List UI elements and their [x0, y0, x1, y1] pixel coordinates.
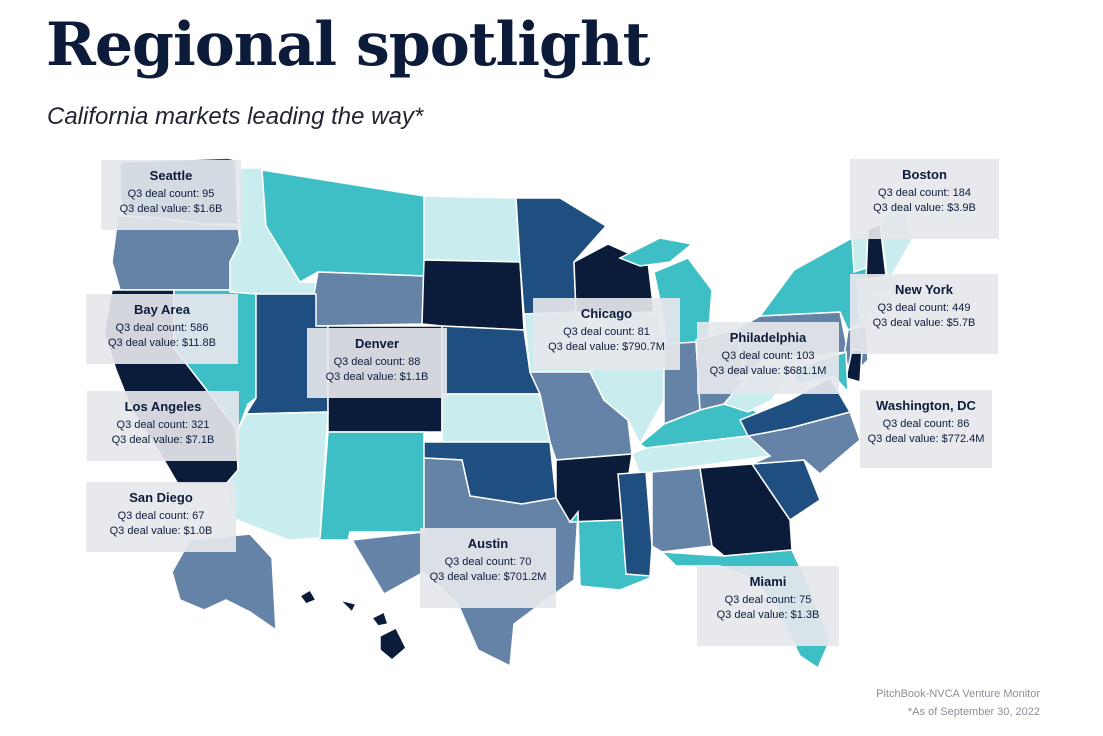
callout-deal-value: Q3 deal value: $1.3B	[716, 609, 820, 621]
state-az	[225, 411, 329, 541]
callout-city: Los Angeles	[124, 399, 202, 414]
callout-city: San Diego	[129, 490, 193, 505]
state-ks	[441, 393, 551, 443]
callout-deal-count: Q3 deal count: 95	[127, 188, 215, 200]
state-al	[651, 467, 713, 553]
callout-city: New York	[894, 282, 954, 297]
footnote: *As of September 30, 2022	[907, 706, 1040, 718]
callout-deal-count: Q3 deal count: 88	[333, 356, 421, 368]
callout-deal-value: Q3 deal value: $1.6B	[119, 203, 223, 215]
callout-los-angeles: Los Angeles Q3 deal count: 321 Q3 deal val…	[87, 391, 239, 461]
callout-city: Miami	[749, 574, 787, 589]
callout-deal-count: Q3 deal count: 321	[116, 419, 210, 431]
callout-denver: Denver Q3 deal count: 88 Q3 deal value: $1…	[307, 328, 447, 398]
state-sd	[421, 259, 525, 331]
callout-philadelphia: Philadelphia Q3 deal count: 103 Q3 deal va…	[697, 322, 839, 394]
state-ak	[171, 533, 277, 632]
callout-deal-value: Q3 deal value: $701.2M	[429, 571, 547, 583]
source-credit: PitchBook-NVCA Venture Monitor	[876, 688, 1040, 700]
callout-miami: Miami Q3 deal count: 75 Q3 deal value: $1.…	[697, 566, 839, 646]
callout-deal-count: Q3 deal count: 586	[115, 322, 209, 334]
callout-city: Seattle	[149, 168, 193, 183]
state-ne	[441, 325, 542, 395]
callout-city: Philadelphia	[729, 330, 807, 345]
callout-austin: Austin Q3 deal count: 70 Q3 deal value: $7…	[420, 528, 556, 608]
state-nm	[311, 431, 425, 541]
callout-deal-value: Q3 deal value: $1.1B	[325, 371, 429, 383]
callout-deal-count: Q3 deal count: 103	[721, 350, 815, 362]
callout-deal-count: Q3 deal count: 184	[878, 187, 971, 199]
callout-city: Chicago	[580, 306, 633, 321]
callout-deal-value: Q3 deal value: $7.1B	[111, 434, 215, 446]
callout-new-york: New York Q3 deal count: 449 Q3 deal value:…	[850, 274, 998, 354]
callout-bay-area: Bay Area Q3 deal count: 586 Q3 deal value:…	[86, 294, 238, 364]
callout-deal-value: Q3 deal value: $681.1M	[709, 365, 827, 377]
callout-deal-value: Q3 deal value: $11.8B	[107, 337, 217, 349]
callout-washington-dc: Washington, DC Q3 deal count: 86 Q3 deal v…	[860, 390, 992, 468]
callout-deal-value: Q3 deal value: $5.7B	[872, 317, 976, 329]
callout-deal-value: Q3 deal value: $772.4M	[867, 433, 985, 445]
state-hi	[298, 588, 407, 661]
callout-deal-value: Q3 deal value: $3.9B	[873, 202, 976, 214]
callout-city: Austin	[467, 536, 509, 551]
page-title: Regional spotlight	[46, 10, 650, 80]
callout-deal-count: Q3 deal count: 81	[563, 326, 650, 338]
callout-deal-count: Q3 deal count: 67	[117, 510, 205, 522]
callout-boston: Boston Q3 deal count: 184 Q3 deal value: $…	[850, 159, 999, 239]
callout-deal-count: Q3 deal count: 75	[724, 594, 812, 606]
callout-seattle: Seattle Q3 deal count: 95 Q3 deal value: $…	[101, 160, 241, 230]
state-vt	[851, 233, 869, 274]
callout-deal-count: Q3 deal count: 70	[444, 556, 532, 568]
callout-deal-value: Q3 deal value: $1.0B	[109, 525, 213, 537]
callout-city: Denver	[354, 336, 400, 351]
callout-chicago: Chicago Q3 deal count: 81 Q3 deal value: $…	[533, 298, 680, 370]
state-ms	[617, 471, 653, 577]
callout-deal-count: Q3 deal count: 86	[882, 418, 970, 430]
state-nd	[423, 195, 521, 263]
callout-san-diego: San Diego Q3 deal count: 67 Q3 deal value:…	[86, 482, 236, 552]
callout-city: Washington, DC	[876, 398, 976, 413]
callout-deal-count: Q3 deal count: 449	[877, 302, 971, 314]
callout-city: Boston	[902, 167, 947, 182]
callout-city: Bay Area	[134, 302, 190, 317]
callout-deal-value: Q3 deal value: $790.7M	[548, 341, 665, 353]
state-wy	[313, 271, 425, 327]
page-subtitle: California markets leading the way*	[47, 103, 424, 130]
